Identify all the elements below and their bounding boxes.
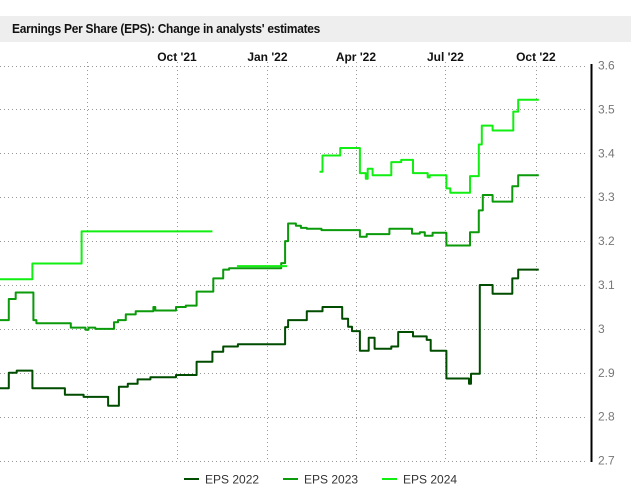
series-line bbox=[0, 268, 539, 407]
y-tick-label: 2.8 bbox=[598, 410, 615, 424]
y-tick-label: 3.1 bbox=[598, 278, 615, 292]
series-lines bbox=[0, 98, 539, 407]
y-tick-label: 3.5 bbox=[598, 102, 615, 116]
x-axis-ticks: Oct '21 Jan '22 Apr '22 Jul '22 Oct '22 bbox=[157, 50, 556, 64]
series-eps-2022 bbox=[0, 268, 539, 407]
x-tick-label: Jan '22 bbox=[247, 50, 288, 64]
x-tick-label: Apr '22 bbox=[336, 50, 377, 64]
y-tick-label: 2.9 bbox=[598, 366, 615, 380]
legend-label: EPS 2022 bbox=[205, 473, 259, 487]
y-tick-label: 3.4 bbox=[598, 146, 615, 160]
x-tick-label: Oct '22 bbox=[516, 50, 556, 64]
series-line bbox=[319, 98, 539, 194]
y-tick-label: 2.7 bbox=[598, 454, 615, 468]
legend-label: EPS 2023 bbox=[304, 473, 358, 487]
chart-title-bar: Earnings Per Share (EPS): Change in anal… bbox=[0, 16, 631, 42]
y-tick-label: 3.3 bbox=[598, 190, 615, 204]
x-tick-label: Jul '22 bbox=[427, 50, 464, 64]
y-axis-ticks: 2.7 2.8 2.9 3 3.1 3.2 3.3 3.4 3.5 3.6 bbox=[598, 59, 615, 468]
y-tick-label: 3 bbox=[598, 322, 605, 336]
x-tick-label: Oct '21 bbox=[157, 50, 197, 64]
chart-title: Earnings Per Share (EPS): Change in anal… bbox=[12, 21, 321, 36]
y-tick-label: 3.6 bbox=[598, 59, 615, 73]
legend: EPS 2022 EPS 2023 EPS 2024 bbox=[184, 473, 457, 487]
legend-label: EPS 2024 bbox=[403, 473, 457, 487]
series-line bbox=[0, 230, 213, 281]
y-tick-label: 3.2 bbox=[598, 234, 615, 248]
series-eps-2024 bbox=[0, 98, 539, 281]
gridlines bbox=[0, 62, 588, 462]
